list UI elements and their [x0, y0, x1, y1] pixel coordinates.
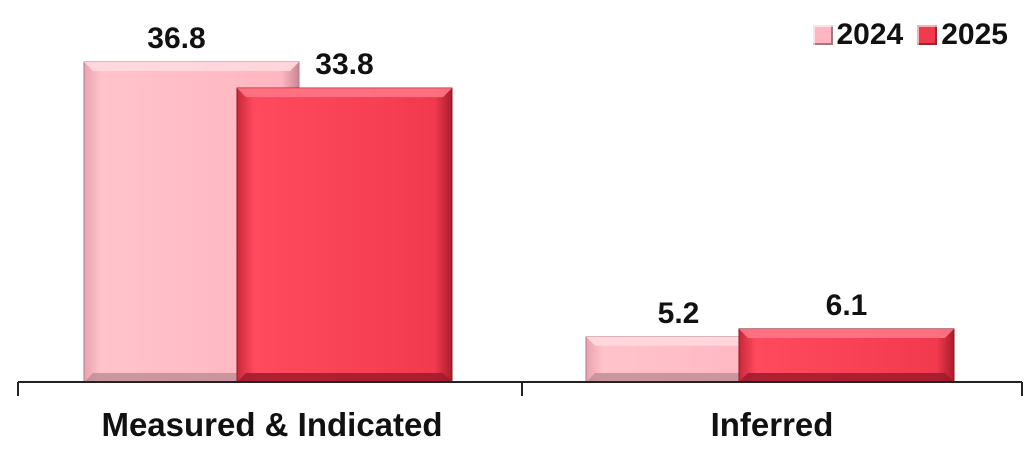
legend-item-2025: 2025	[917, 18, 1008, 52]
x-axis: Measured & Indicated Inferred	[17, 381, 1023, 443]
bar-2025-0	[236, 87, 453, 383]
legend-swatch-2025	[917, 25, 938, 45]
legend-label-2024: 2024	[836, 18, 904, 51]
bar-2025-1	[738, 328, 955, 383]
data-label-2024-0: 36.8	[147, 22, 205, 55]
data-labels-layer: 36.8 33.8 5.2 6.1	[147, 22, 867, 330]
category-label-1: Inferred	[711, 406, 834, 443]
legend-label-2025: 2025	[941, 18, 1008, 51]
legend: 2024 2025	[812, 18, 1008, 52]
data-label-2025-1: 6.1	[826, 289, 868, 322]
legend-item-2024: 2024	[812, 18, 904, 52]
data-label-2025-0: 33.8	[315, 48, 373, 81]
legend-swatch-2024	[812, 25, 833, 45]
bars-layer	[83, 61, 955, 383]
data-label-2024-1: 5.2	[658, 297, 700, 330]
category-label-0: Measured & Indicated	[101, 406, 442, 443]
